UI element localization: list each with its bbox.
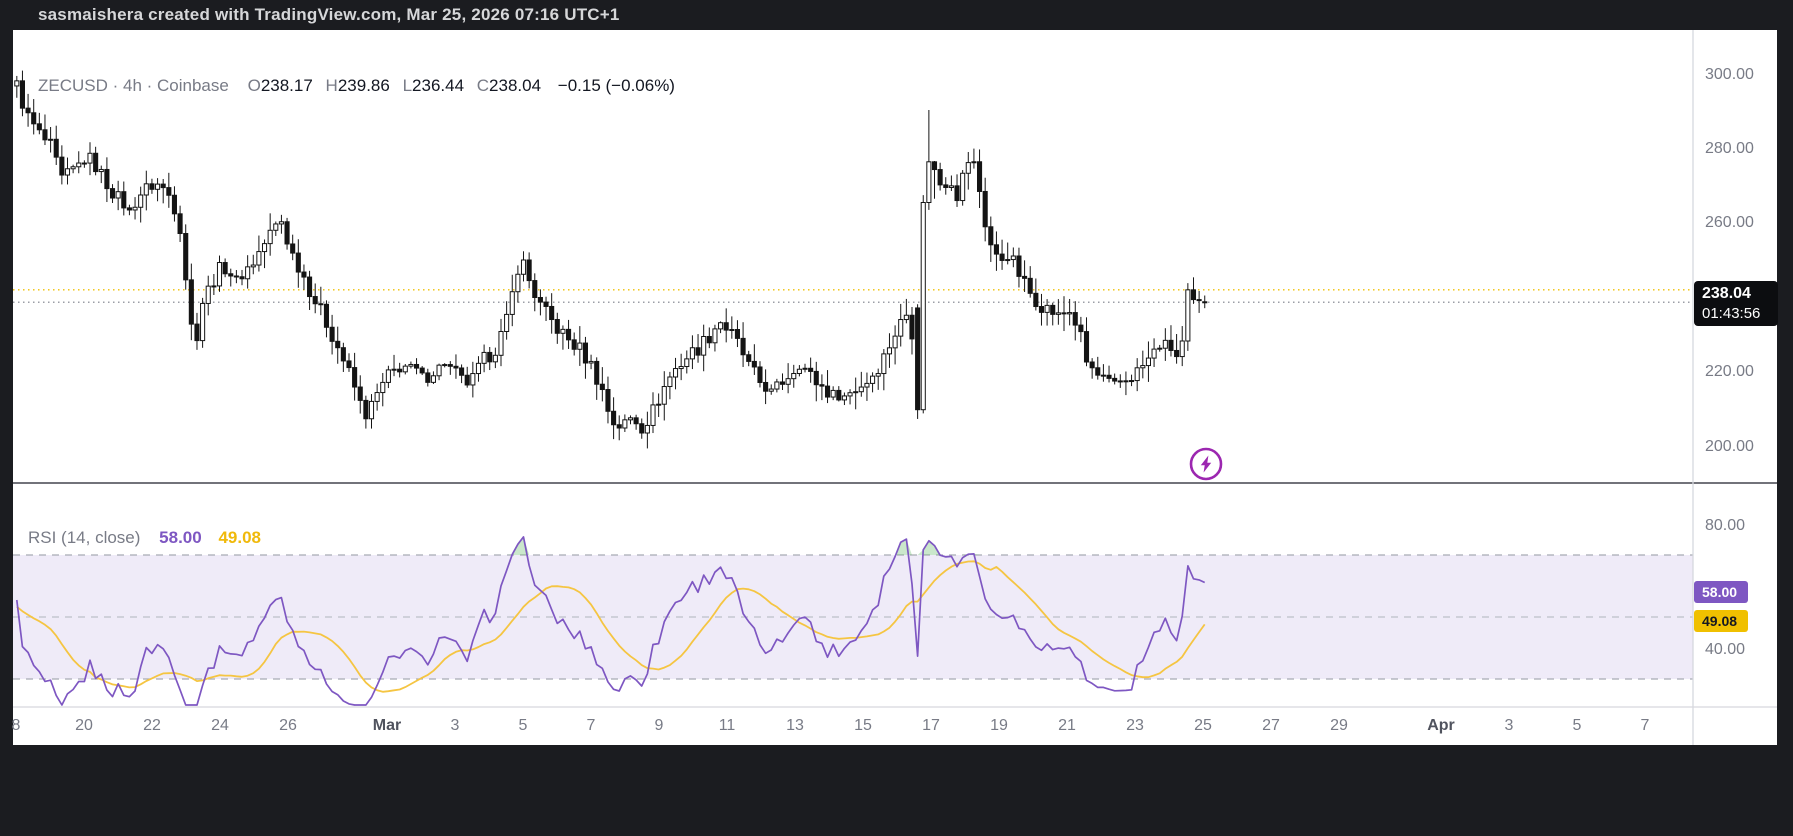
svg-text:17: 17 bbox=[922, 717, 940, 734]
svg-text:220.00: 220.00 bbox=[1705, 363, 1754, 380]
attribution-text: sasmaishera created with TradingView.com… bbox=[38, 5, 620, 24]
svg-text:7: 7 bbox=[587, 717, 596, 734]
lightning-bolt-icon[interactable] bbox=[1189, 447, 1223, 481]
rsi-value-badge: 58.00 bbox=[1694, 581, 1748, 603]
footer-bar: TradingView bbox=[0, 745, 1793, 836]
candlestick-series bbox=[14, 70, 1208, 449]
rsi-ma-value: 49.08 bbox=[218, 528, 261, 547]
svg-text:200.00: 200.00 bbox=[1705, 438, 1754, 455]
rsi-legend: RSI (14, close) 58.00 49.08 bbox=[28, 528, 261, 548]
rsi-ma-value-badge: 49.08 bbox=[1694, 610, 1748, 632]
last-price-badge: 238.04 01:43:56 bbox=[1694, 281, 1778, 326]
svg-text:15: 15 bbox=[854, 717, 872, 734]
symbol-title: ZECUSD · 4h · Coinbase bbox=[38, 76, 229, 95]
svg-text:13: 13 bbox=[786, 717, 804, 734]
svg-text:26: 26 bbox=[279, 717, 297, 734]
high-value: 239.86 bbox=[337, 76, 390, 95]
svg-text:3: 3 bbox=[451, 717, 460, 734]
svg-text:Apr: Apr bbox=[1427, 717, 1455, 734]
svg-text:49.08: 49.08 bbox=[1702, 613, 1737, 629]
svg-text:27: 27 bbox=[1262, 717, 1280, 734]
svg-text:58.00: 58.00 bbox=[1702, 584, 1737, 600]
svg-text:80.00: 80.00 bbox=[1705, 517, 1745, 534]
rsi-value: 58.00 bbox=[159, 528, 202, 547]
svg-text:21: 21 bbox=[1058, 717, 1076, 734]
open-value: 238.17 bbox=[260, 76, 313, 95]
rsi-title: RSI (14, close) bbox=[28, 528, 141, 547]
svg-text:7: 7 bbox=[1641, 717, 1650, 734]
svg-text:24: 24 bbox=[211, 717, 229, 734]
svg-text:22: 22 bbox=[143, 717, 161, 734]
svg-text:5: 5 bbox=[519, 717, 528, 734]
svg-text:300.00: 300.00 bbox=[1705, 66, 1754, 83]
svg-text:40.00: 40.00 bbox=[1705, 641, 1745, 658]
svg-text:280.00: 280.00 bbox=[1705, 140, 1754, 157]
time-scale[interactable]: 8 20 22 24 26 Mar 3 5 7 9 11 13 15 17 19 21 23 25 27 29 Apr 3… bbox=[12, 717, 1650, 734]
low-label: L bbox=[402, 76, 413, 95]
svg-text:23: 23 bbox=[1126, 717, 1144, 734]
change-value: −0.15 (−0.06%) bbox=[557, 76, 675, 95]
close-label: C bbox=[476, 76, 490, 95]
svg-text:11: 11 bbox=[719, 717, 736, 734]
svg-text:238.04: 238.04 bbox=[1702, 285, 1751, 302]
rsi-line bbox=[15, 536, 1206, 706]
symbol-legend: ZECUSD · 4h · Coinbase O238.17 H239.86 L… bbox=[38, 76, 675, 96]
rsi-ma-line bbox=[16, 560, 1206, 693]
close-value: 238.04 bbox=[489, 76, 542, 95]
svg-text:260.00: 260.00 bbox=[1705, 214, 1754, 231]
svg-text:8: 8 bbox=[12, 717, 21, 734]
svg-text:01:43:56: 01:43:56 bbox=[1702, 305, 1760, 322]
svg-text:3: 3 bbox=[1505, 717, 1514, 734]
svg-text:9: 9 bbox=[655, 717, 664, 734]
chart-canvas[interactable]: 300.00280.00260.00240.00220.00200.0080.0… bbox=[0, 30, 1793, 745]
svg-text:25: 25 bbox=[1194, 717, 1212, 734]
open-label: O bbox=[247, 76, 261, 95]
svg-text:19: 19 bbox=[990, 717, 1008, 734]
svg-text:20: 20 bbox=[75, 717, 93, 734]
svg-text:5: 5 bbox=[1573, 717, 1582, 734]
svg-text:Mar: Mar bbox=[373, 717, 401, 734]
attribution-bar: sasmaishera created with TradingView.com… bbox=[0, 0, 1793, 30]
rsi-overbought-fill bbox=[506, 536, 980, 555]
chart-area[interactable]: 300.00280.00260.00240.00220.00200.0080.0… bbox=[0, 30, 1793, 745]
svg-text:29: 29 bbox=[1330, 717, 1348, 734]
high-label: H bbox=[325, 76, 338, 95]
low-value: 236.44 bbox=[412, 76, 465, 95]
